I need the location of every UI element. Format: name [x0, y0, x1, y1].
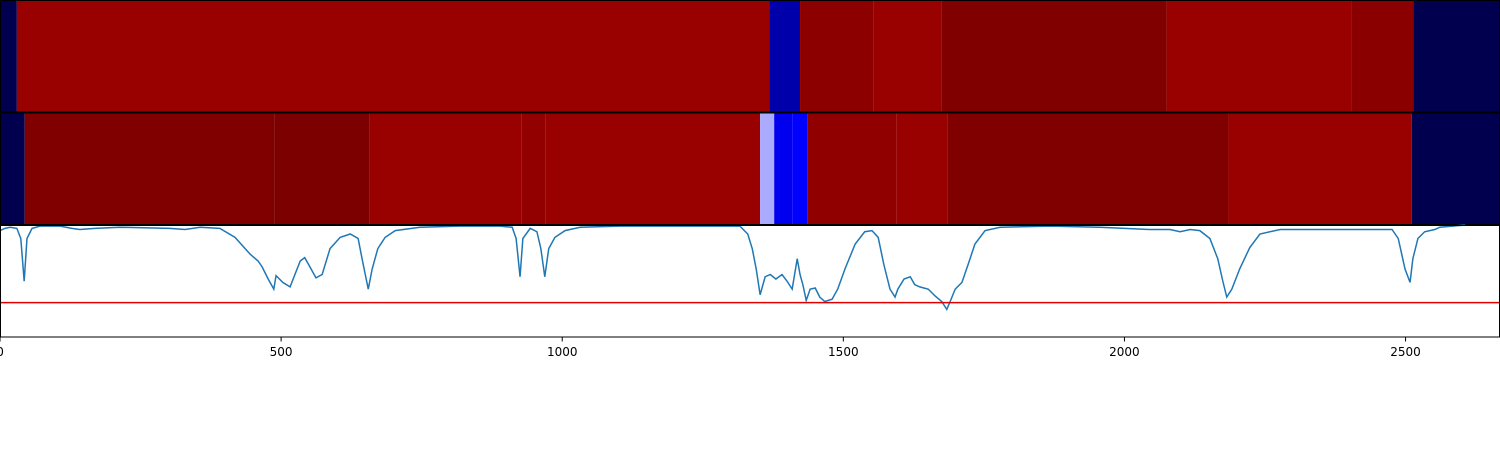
x-tick-label: 2500	[1390, 345, 1421, 359]
band-segment	[0, 0, 17, 113]
band-segment	[24, 112, 275, 225]
band-segment	[792, 112, 808, 225]
band-segment	[774, 112, 793, 225]
band-segment	[0, 112, 25, 225]
x-tick-label: 1000	[547, 345, 578, 359]
band-segment	[807, 112, 897, 225]
band-segment	[896, 112, 948, 225]
band-segment	[274, 112, 370, 225]
band-segment	[800, 0, 874, 113]
band-segment	[760, 112, 775, 225]
band-segment	[873, 0, 942, 113]
band-segment	[369, 112, 522, 225]
band-segment	[947, 112, 1229, 225]
band-segment	[1411, 112, 1500, 225]
band-segment	[521, 112, 546, 225]
band-segment	[1228, 112, 1412, 225]
band-segment	[941, 0, 1167, 113]
x-tick-label: 0	[0, 345, 4, 359]
x-tick-label: 1500	[828, 345, 859, 359]
band-segment	[769, 0, 801, 113]
band-segment	[1413, 0, 1500, 113]
x-tick-label: 500	[270, 345, 293, 359]
x-tick-label: 2000	[1109, 345, 1140, 359]
band-segment	[16, 0, 770, 113]
band-segment	[1351, 0, 1414, 113]
line-series	[0, 224, 1466, 311]
band-segment	[1166, 0, 1352, 113]
band-segment	[545, 112, 761, 225]
